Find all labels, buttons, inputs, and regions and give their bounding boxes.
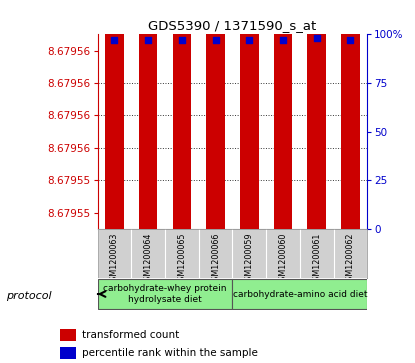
Point xyxy=(212,37,219,43)
Text: GSM1200062: GSM1200062 xyxy=(346,233,355,286)
Point xyxy=(178,37,185,43)
Point xyxy=(246,37,253,43)
Text: GSM1200059: GSM1200059 xyxy=(245,233,254,286)
Point xyxy=(111,37,118,43)
Text: GSM1200064: GSM1200064 xyxy=(144,233,153,286)
Bar xyxy=(341,0,360,229)
Bar xyxy=(240,0,259,229)
Bar xyxy=(232,280,367,309)
Point xyxy=(280,37,286,43)
Text: GSM1200060: GSM1200060 xyxy=(278,233,288,286)
Bar xyxy=(98,280,232,309)
Text: GSM1200065: GSM1200065 xyxy=(177,233,186,286)
Bar xyxy=(274,0,292,229)
Bar xyxy=(139,0,157,229)
Bar xyxy=(173,0,191,229)
Text: percentile rank within the sample: percentile rank within the sample xyxy=(81,348,257,358)
Text: protocol: protocol xyxy=(6,291,52,301)
Text: transformed count: transformed count xyxy=(81,330,179,340)
Text: GSM1200063: GSM1200063 xyxy=(110,233,119,286)
Bar xyxy=(206,0,225,229)
Text: GSM1200066: GSM1200066 xyxy=(211,233,220,286)
Point xyxy=(145,37,151,43)
Text: GSM1200061: GSM1200061 xyxy=(312,233,321,286)
Text: carbohydrate-amino acid diet: carbohydrate-amino acid diet xyxy=(232,290,367,298)
Bar xyxy=(61,329,76,341)
Text: carbohydrate-whey protein
hydrolysate diet: carbohydrate-whey protein hydrolysate di… xyxy=(103,284,227,304)
Point xyxy=(313,36,320,41)
Title: GDS5390 / 1371590_s_at: GDS5390 / 1371590_s_at xyxy=(148,19,317,32)
Bar xyxy=(61,347,76,359)
Point xyxy=(347,37,354,43)
Bar xyxy=(308,0,326,229)
Bar xyxy=(105,0,124,229)
